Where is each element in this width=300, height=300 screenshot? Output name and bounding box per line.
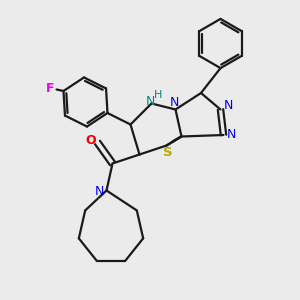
Text: O: O: [85, 134, 96, 148]
Text: N: N: [227, 128, 237, 142]
Text: F: F: [45, 82, 54, 95]
Text: N: N: [223, 99, 233, 112]
Text: S: S: [163, 146, 173, 159]
Text: N: N: [95, 184, 105, 198]
Text: N: N: [145, 94, 155, 108]
Text: N: N: [170, 96, 180, 110]
Text: H: H: [154, 90, 162, 100]
